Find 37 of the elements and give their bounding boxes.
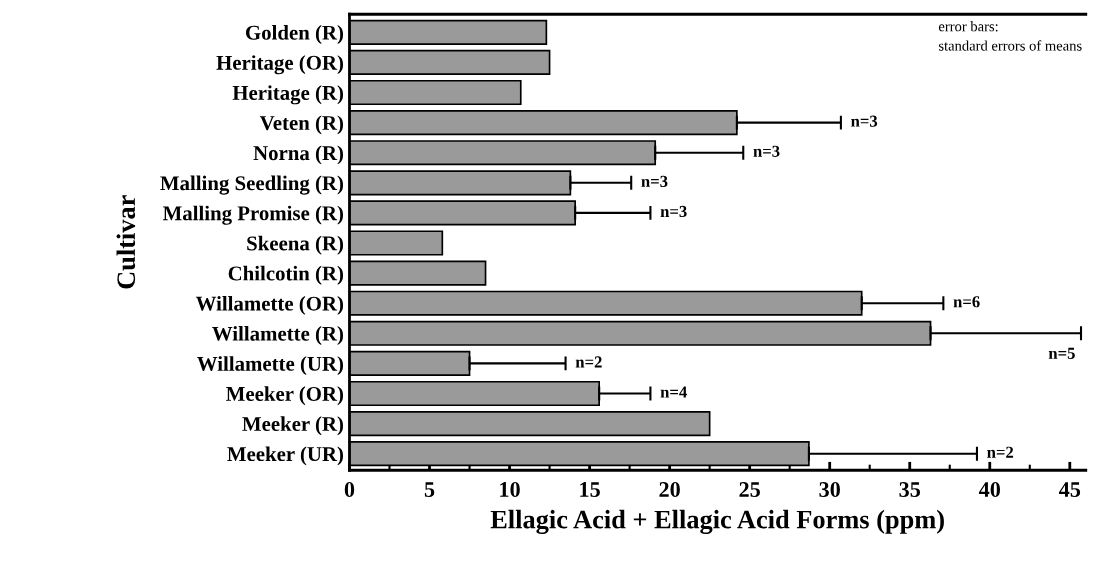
x-tick-label: 45	[1059, 482, 1081, 497]
y-tick-label: Chilcotin (R)	[228, 265, 344, 285]
annotation: n=2	[987, 446, 1014, 458]
annotation: n=4	[660, 386, 687, 398]
y-tick-label: Meeker (UR)	[227, 446, 344, 466]
annotation: n=3	[641, 175, 668, 187]
x-tick-label: 0	[344, 482, 355, 497]
x-tick-label: 5	[424, 482, 435, 497]
y-tick-label: Skeena (R)	[247, 235, 344, 255]
y-tick-label: Malling Seedling (R)	[160, 175, 344, 195]
annotation: n=3	[753, 145, 780, 157]
x-tick-label: 30	[819, 482, 840, 497]
y-tick-label: Veten (R)	[259, 115, 344, 135]
y-tick-label: Malling Promise (R)	[162, 205, 344, 225]
x-axis-title: Ellagic Acid + Ellagic Acid Forms (ppm)	[490, 509, 944, 534]
x-tick-label: 10	[500, 482, 520, 497]
y-tick-label: Willamette (R)	[212, 326, 344, 345]
x-tick-label: 40	[978, 482, 1001, 497]
y-tick-label: Willamette (UR)	[197, 356, 344, 376]
y-tick-label: Heritage (R)	[232, 85, 344, 105]
x-tick-label: 25	[739, 482, 760, 497]
annotation: error bars: standard errors of means	[938, 21, 1082, 51]
y-tick-label: Golden (R)	[245, 25, 344, 44]
annotation: n=3	[851, 115, 878, 127]
annotation: n=3	[660, 205, 687, 218]
x-tick-label: 20	[659, 482, 680, 497]
x-tick-label: 35	[899, 482, 921, 497]
y-tick-label: Norna (R)	[253, 145, 344, 165]
y-tick-label: Willamette (OR)	[195, 295, 344, 315]
annotation: n=2	[575, 356, 602, 368]
annotation: n=6	[953, 296, 980, 308]
y-tick-label: Heritage (OR)	[216, 55, 344, 75]
annotation: n=5	[1048, 347, 1075, 359]
y-tick-label: Meeker (R)	[242, 416, 344, 436]
y-axis-title: Cultivar	[116, 195, 136, 289]
x-tick-label: 15	[580, 482, 600, 497]
y-tick-label: Meeker (OR)	[226, 386, 344, 406]
